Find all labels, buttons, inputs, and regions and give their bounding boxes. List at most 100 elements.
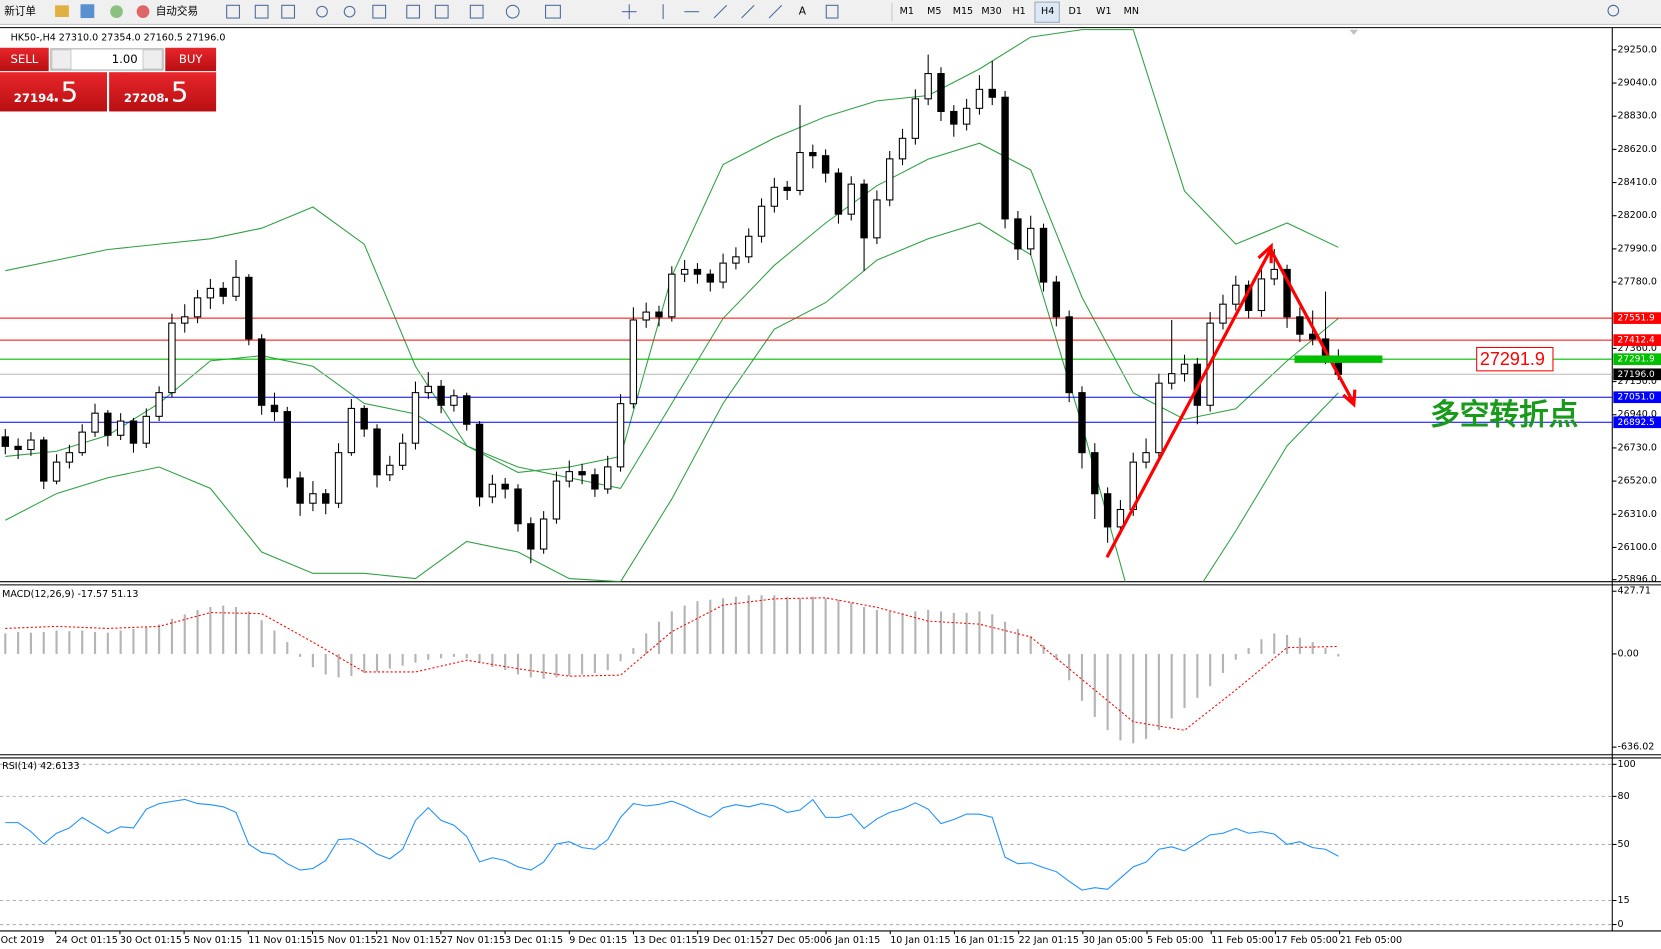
icon[interactable] — [434, 4, 449, 19]
icon[interactable] — [254, 4, 269, 19]
candle-body — [437, 385, 445, 406]
macd-bar — [1170, 653, 1173, 719]
x-tick-label: 13 Dec 01:15 — [633, 935, 697, 946]
candle-body — [373, 428, 381, 476]
candle-body — [873, 199, 881, 239]
candle-body — [975, 88, 984, 109]
timeframe-button[interactable]: MN — [1124, 6, 1139, 17]
candle-body — [950, 110, 958, 125]
icon[interactable] — [226, 4, 240, 19]
rsi-plot — [0, 763, 1613, 926]
buy-price-box[interactable] — [109, 72, 217, 112]
icon[interactable] — [545, 4, 561, 19]
macd-bar — [1260, 639, 1263, 654]
macd-bar — [247, 611, 250, 654]
macd-bar — [670, 611, 673, 654]
icon[interactable] — [713, 4, 728, 19]
annotation-text: 多空转折点 — [1430, 398, 1578, 433]
sell-label[interactable]: SELL — [10, 52, 38, 66]
macd-bar — [683, 605, 686, 654]
timeframe-button[interactable]: D1 — [1069, 6, 1082, 17]
icon[interactable] — [55, 5, 69, 17]
candle-body — [757, 205, 766, 237]
y-tick-label: 29040.0 — [1618, 78, 1657, 89]
auto-trading-button[interactable]: 自动交易 — [156, 5, 198, 18]
icon[interactable] — [80, 4, 95, 19]
timeframe-button[interactable]: M1 — [900, 6, 914, 17]
timeframe-button[interactable]: M15 — [953, 6, 973, 17]
macd-bar — [260, 620, 263, 654]
candle-body — [860, 183, 868, 239]
candle-body — [78, 431, 86, 454]
macd-bar — [427, 653, 430, 660]
bid-pips[interactable]: .5 — [52, 75, 78, 108]
price-tag — [1613, 416, 1661, 429]
icon[interactable] — [316, 5, 328, 18]
sell-price-box[interactable] — [0, 72, 107, 112]
ask-pips[interactable]: .5 — [162, 75, 188, 108]
macd-bar — [1221, 653, 1225, 673]
x-tick-label: 11 Feb 05:00 — [1211, 935, 1273, 946]
buy-button[interactable] — [165, 47, 217, 72]
x-tick-label: 30 Oct 01:15 — [120, 935, 182, 946]
volume-down[interactable] — [51, 49, 72, 70]
y-tick-label: 80 — [1618, 791, 1630, 802]
macd-bar — [657, 621, 661, 654]
icon[interactable] — [110, 5, 123, 19]
icon[interactable] — [343, 5, 356, 18]
candle-body — [116, 420, 125, 436]
new-order-button[interactable]: 新订单 — [4, 5, 36, 18]
candle-body — [386, 464, 394, 476]
macd-bar — [1004, 621, 1007, 654]
volume-up[interactable] — [142, 49, 163, 70]
icon[interactable] — [281, 4, 296, 19]
candle-body — [206, 287, 215, 299]
buy-label[interactable]: BUY — [179, 52, 204, 66]
timeframe-button[interactable]: W1 — [1096, 6, 1111, 17]
y-tick-label: 25896.0 — [1618, 574, 1657, 585]
price-tag — [1613, 391, 1661, 404]
macd-bar — [542, 653, 545, 679]
macd-signal — [5, 597, 1339, 731]
icon[interactable] — [768, 4, 783, 19]
price-tag-label: 27051.0 — [1618, 393, 1655, 403]
search-icon[interactable] — [1607, 4, 1620, 17]
bid-price[interactable]: 27194 — [14, 91, 55, 105]
price-tag — [1613, 334, 1661, 346]
candle-body — [52, 461, 61, 482]
volume-value[interactable]: 1.00 — [112, 52, 138, 66]
candle-body — [911, 98, 920, 139]
bollinger-band — [5, 222, 1339, 582]
candle-body — [463, 395, 471, 425]
y-tick-label: 0 — [1618, 919, 1624, 930]
candle-body — [501, 483, 509, 490]
icon[interactable] — [741, 4, 755, 19]
icon-text[interactable]: A — [799, 6, 807, 18]
icon[interactable] — [372, 4, 387, 19]
icon[interactable] — [505, 4, 520, 19]
icon[interactable] — [406, 4, 421, 19]
timeframe-button[interactable]: H4 — [1041, 6, 1054, 17]
ask-price[interactable]: 27208 — [124, 91, 165, 105]
candle-body — [1232, 284, 1240, 305]
candle-body — [181, 316, 189, 324]
timeframe-button[interactable]: M5 — [927, 6, 941, 17]
x-tick-label: 6 Jan 01:15 — [826, 935, 880, 946]
x-tick-label: 27 Nov 01:15 — [441, 935, 505, 946]
volume-input[interactable] — [50, 48, 164, 71]
sell-button[interactable] — [0, 47, 49, 72]
x-tick-label: 5 Nov 01:15 — [184, 935, 242, 946]
candle-body — [1065, 316, 1073, 394]
timeframe-button[interactable]: H1 — [1012, 6, 1025, 17]
rsi-line — [5, 798, 1339, 891]
timeframe-button[interactable]: M30 — [981, 6, 1001, 17]
macd-bar — [1196, 653, 1199, 698]
auto-trading-icon[interactable] — [136, 5, 150, 19]
candle-body — [360, 407, 368, 430]
candle-body — [629, 319, 638, 405]
x-tick-label: 8 Oct 2019 — [0, 935, 44, 946]
icon[interactable] — [469, 4, 484, 19]
icon[interactable] — [825, 4, 839, 19]
x-tick-label: 9 Dec 01:15 — [569, 935, 627, 946]
candle-body — [604, 466, 612, 490]
